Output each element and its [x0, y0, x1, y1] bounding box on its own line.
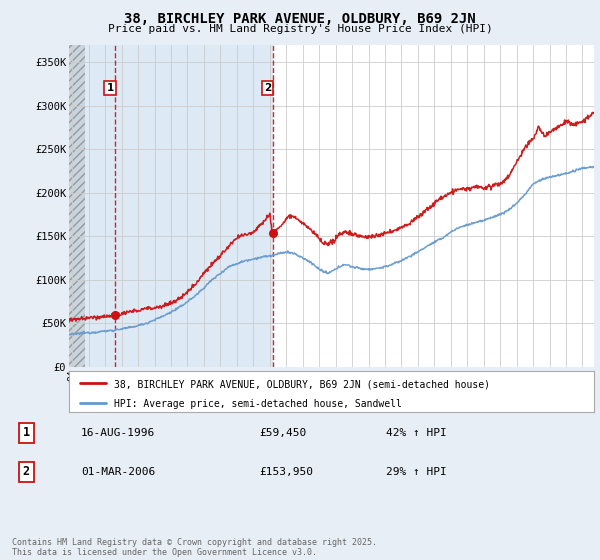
Text: 01-MAR-2006: 01-MAR-2006: [81, 467, 155, 477]
Text: 29% ↑ HPI: 29% ↑ HPI: [386, 467, 447, 477]
Text: 1: 1: [107, 83, 114, 94]
Text: 2: 2: [263, 83, 271, 94]
Text: 38, BIRCHLEY PARK AVENUE, OLDBURY, B69 2JN (semi-detached house): 38, BIRCHLEY PARK AVENUE, OLDBURY, B69 2…: [113, 379, 490, 389]
Text: HPI: Average price, semi-detached house, Sandwell: HPI: Average price, semi-detached house,…: [113, 399, 401, 409]
Text: 2: 2: [23, 465, 30, 478]
Text: 42% ↑ HPI: 42% ↑ HPI: [386, 428, 447, 437]
Text: Price paid vs. HM Land Registry's House Price Index (HPI): Price paid vs. HM Land Registry's House …: [107, 24, 493, 34]
Text: 16-AUG-1996: 16-AUG-1996: [81, 428, 155, 437]
Bar: [69, 45, 85, 367]
Text: 38, BIRCHLEY PARK AVENUE, OLDBURY, B69 2JN: 38, BIRCHLEY PARK AVENUE, OLDBURY, B69 2…: [124, 12, 476, 26]
Text: 1: 1: [23, 426, 30, 439]
Text: £59,450: £59,450: [260, 428, 307, 437]
Bar: [85, 45, 272, 367]
Text: £153,950: £153,950: [260, 467, 314, 477]
Text: Contains HM Land Registry data © Crown copyright and database right 2025.
This d: Contains HM Land Registry data © Crown c…: [12, 538, 377, 557]
